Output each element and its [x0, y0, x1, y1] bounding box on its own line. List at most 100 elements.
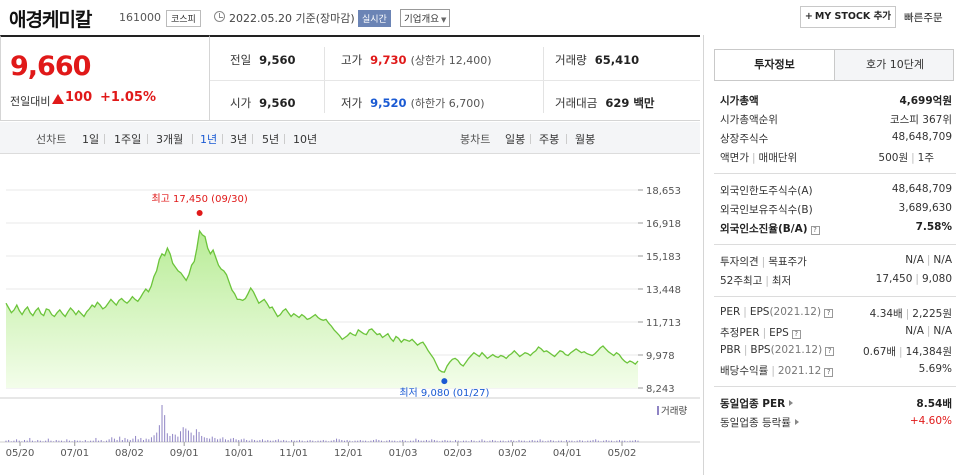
period-3m[interactable]: 3개월: [156, 133, 184, 146]
x-tick-label: 10/01: [224, 448, 253, 459]
x-tick-label: 05/02: [608, 448, 637, 459]
est-eps-value: N/A: [933, 325, 952, 337]
prev-close-label: 전일: [230, 53, 252, 67]
x-tick-label: 04/01: [553, 448, 582, 459]
price-chart[interactable]: 18,653 16,918 15,183 13,448 11,713 9,978 8,243…: [0, 155, 700, 475]
y-tick-label: 15,183: [646, 252, 681, 263]
price-chart-svg: 18,653 16,918 15,183 13,448 11,713 9,978 8,243…: [0, 186, 700, 459]
max-point: [196, 209, 203, 216]
prev-close-value: 9,560: [259, 53, 296, 67]
opinion-label: 투자의견: [720, 256, 759, 268]
foreign-hold-row: 외국인보유주식수(B) 3,689,630: [720, 202, 952, 218]
divider: [104, 134, 105, 144]
realtime-badge[interactable]: 실시간: [358, 10, 391, 27]
peer-per-row: 동일업종 PER 8.54배: [720, 396, 952, 412]
shares-value: 48,648,709: [891, 131, 952, 143]
candle-chart-label[interactable]: 봉차트: [460, 133, 491, 146]
chevron-right-icon: [794, 419, 799, 425]
dividend-label: 배당수익률: [720, 365, 769, 377]
chevron-right-icon: [789, 400, 794, 406]
help-icon[interactable]: ?: [824, 368, 834, 377]
open-value: 9,560: [259, 96, 296, 110]
divider: [714, 386, 956, 387]
divider: [252, 134, 253, 144]
peer-rate-label[interactable]: 동일업종 등락률: [720, 417, 791, 429]
price-stats: 전일 9,560 고가 9,730 (상한가 12,400) 거래량 65,410 시가…: [210, 35, 700, 121]
min-annotation: 최저 9,080 (01/27): [399, 387, 489, 399]
high-price: 고가 9,730 (상한가 12,400): [341, 52, 492, 68]
pbr-bps-row: PBR | BPS(2021.12)? 0.67배 | 14,384원: [720, 344, 952, 358]
candle-daily[interactable]: 일봉: [505, 133, 526, 146]
peer-rate-row: 동일업종 등락률 +4.60%: [720, 415, 952, 431]
divider: [222, 134, 223, 144]
my-stock-add-button[interactable]: + MY STOCK 추가: [800, 6, 896, 28]
overview-dropdown-label: 기업개요: [404, 14, 439, 25]
eps-value: 2,225원: [912, 308, 952, 320]
help-icon[interactable]: ?: [824, 309, 834, 318]
par-unit-row: 액면가 | 매매단위 500원 | 1주: [720, 152, 934, 164]
divider: [284, 134, 285, 144]
volume: 거래량 65,410: [555, 52, 639, 68]
x-tick-label: 02/03: [443, 448, 472, 459]
unit-label: 매매단위: [758, 152, 798, 164]
week52-high-label: 52주최고: [720, 275, 763, 287]
x-tick-label: 05/20: [6, 448, 35, 459]
week52-low-label: 최저: [771, 275, 792, 287]
market-cap-value: 4,699억원: [899, 95, 952, 107]
opinion-value: N/A: [905, 254, 924, 266]
x-tick-label: 08/02: [115, 448, 144, 459]
market-cap-label: 시가총액: [720, 95, 759, 107]
x-tick-label: 11/01: [279, 448, 308, 459]
foreign-ratio-row: 외국인소진율(B/A)? 7.58%: [720, 221, 952, 237]
week52-row: 52주최고 | 최저 17,450 | 9,080: [720, 273, 952, 287]
period-1y[interactable]: 1년: [200, 133, 218, 146]
period-5y[interactable]: 5년: [262, 133, 280, 146]
candle-monthly[interactable]: 월봉: [575, 133, 596, 146]
peer-per-label[interactable]: 동일업종 PER: [720, 398, 786, 410]
shares-label: 상장주식수: [720, 133, 769, 145]
help-icon[interactable]: ?: [791, 330, 801, 339]
panel-tabs: 투자정보 호가 10단계: [714, 49, 954, 81]
divider: [210, 80, 700, 81]
opinion-row: 투자의견 | 목표주가 N/A | N/A: [720, 254, 952, 268]
period-10y[interactable]: 10년: [293, 133, 318, 146]
low-label: 저가: [341, 96, 363, 110]
per-label: PER: [720, 306, 741, 318]
amount-value: 629 백만: [605, 96, 655, 110]
help-icon[interactable]: ?: [825, 347, 835, 356]
est-per-label: 추정PER: [720, 327, 760, 339]
foreign-limit-label: 외국인한도주식수(A): [720, 185, 813, 197]
investment-info-panel: 투자정보 호가 10단계 시가총액 4,699억원 시가총액순위 코스피 367…: [703, 35, 965, 475]
plus-icon: +: [804, 11, 813, 22]
chevron-down-icon: ▼: [440, 16, 447, 24]
volume-value: 65,410: [594, 53, 640, 67]
tab-investment-info[interactable]: 투자정보: [715, 50, 835, 80]
foreign-hold-label: 외국인보유주식수(B): [720, 204, 813, 216]
company-name: 애경케미칼: [9, 9, 92, 31]
period-3y[interactable]: 3년: [230, 133, 248, 146]
volume-label: 거래량: [661, 405, 687, 417]
par-label: 액면가: [720, 152, 749, 164]
shares-row: 상장주식수 48,648,709: [720, 131, 952, 147]
up-triangle-icon: [52, 94, 64, 104]
tab-quote-10[interactable]: 호가 10단계: [866, 58, 924, 71]
period-1d[interactable]: 1일: [82, 133, 100, 146]
trade-amount: 거래대금 629 백만: [555, 95, 655, 111]
foreign-ratio-label: 외국인소진율(B/A): [720, 223, 808, 235]
divider: [147, 134, 148, 144]
quick-order-button[interactable]: 빠른주문: [904, 12, 943, 24]
bps-value: 14,384원: [905, 346, 952, 358]
target-label: 목표주가: [768, 256, 807, 268]
help-icon[interactable]: ?: [810, 226, 820, 235]
my-stock-label: MY STOCK 추가: [814, 11, 892, 22]
stock-header: 애경케미칼 161000 코스피 2022.05.20 기준(장마감) 실시간 …: [0, 0, 965, 34]
line-chart-label[interactable]: 선차트: [36, 133, 67, 146]
foreign-limit-value: 48,648,709: [891, 183, 952, 195]
overview-dropdown[interactable]: 기업개요 ▼: [400, 9, 451, 27]
period-1w[interactable]: 1주일: [114, 133, 142, 146]
est-per-row: 추정PER | EPS? N/A | N/A: [720, 325, 952, 339]
candle-weekly[interactable]: 주봉: [539, 133, 560, 146]
eps-label: EPS: [749, 306, 770, 318]
bps-period: (2021.12): [770, 344, 823, 356]
est-per-value: N/A: [905, 325, 924, 337]
